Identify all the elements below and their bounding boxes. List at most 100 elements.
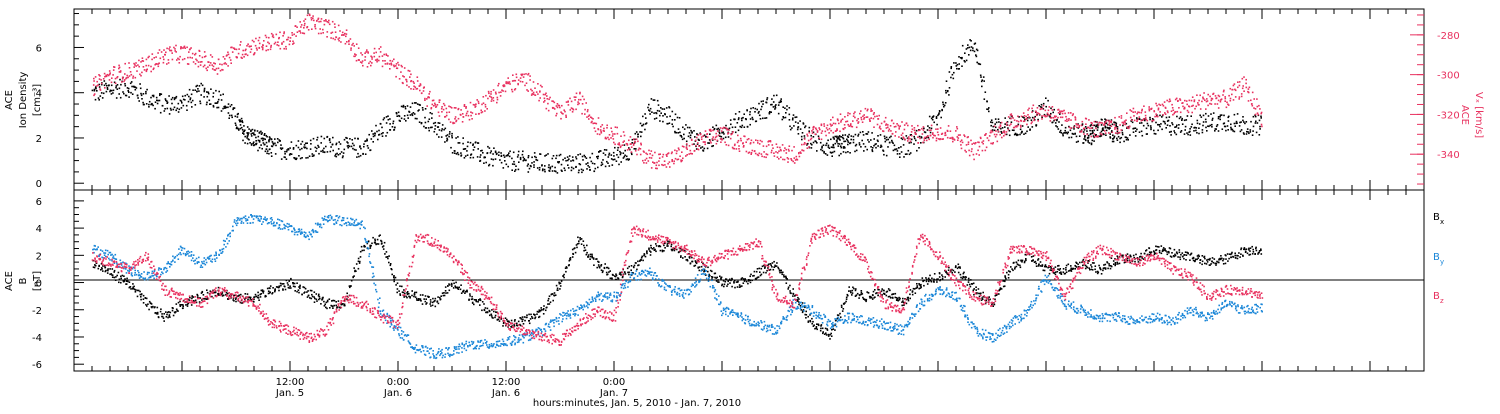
ion-density-point xyxy=(487,146,489,148)
vx-point xyxy=(529,75,531,77)
ion-density-point xyxy=(1041,104,1043,106)
ion-density-point xyxy=(1061,132,1063,134)
vx-point xyxy=(616,127,618,129)
vx-point xyxy=(395,76,397,78)
vx-point xyxy=(786,152,788,154)
ion-density-point xyxy=(641,131,643,133)
ion-density-point xyxy=(1114,136,1116,138)
vx-point xyxy=(485,104,487,106)
vx-point xyxy=(997,141,999,143)
vx-point xyxy=(728,132,730,134)
bx-point xyxy=(472,302,474,304)
vx-point xyxy=(964,150,966,152)
vx-point xyxy=(223,56,225,58)
ion-density-point xyxy=(1068,137,1070,139)
vx-point xyxy=(1031,111,1033,113)
vx-point xyxy=(332,21,334,23)
vx-point xyxy=(1023,112,1025,114)
top-ylabel-line-2: Ion Density xyxy=(18,72,29,129)
bx-point xyxy=(460,284,462,286)
bx-point xyxy=(388,255,390,257)
bx-point xyxy=(495,311,497,313)
vx-point xyxy=(996,134,998,136)
vx-point xyxy=(919,138,921,140)
ion-density-point xyxy=(556,155,558,157)
bx-point xyxy=(260,296,262,298)
bx-point xyxy=(411,295,413,297)
ion-density-point xyxy=(1004,117,1006,119)
ion-density-point xyxy=(597,156,599,158)
vx-point xyxy=(1155,113,1157,115)
bx-point xyxy=(358,258,360,260)
ion-density-point xyxy=(1058,121,1060,123)
bx-point xyxy=(189,299,191,301)
vx-point xyxy=(968,150,970,152)
bx-point xyxy=(218,293,220,295)
bx-point xyxy=(143,302,145,304)
vx-point xyxy=(791,160,793,162)
vx-point xyxy=(937,132,939,134)
vx-point xyxy=(117,76,119,78)
ion-density-point xyxy=(1082,142,1084,144)
ion-density-point xyxy=(225,106,227,108)
vx-point xyxy=(783,150,785,152)
ion-density-point xyxy=(237,116,239,118)
vx-point xyxy=(1048,114,1050,116)
ion-density-point xyxy=(626,156,628,158)
vx-point xyxy=(633,138,635,140)
ion-density-point xyxy=(1023,133,1025,135)
ion-density-point xyxy=(847,144,849,146)
vx-point xyxy=(99,75,101,77)
ion-density-point xyxy=(742,125,744,127)
bx-point xyxy=(440,295,442,297)
vx-point xyxy=(914,129,916,131)
ion-density-point xyxy=(1239,125,1241,127)
vx-point xyxy=(840,113,842,115)
ion-density-point xyxy=(113,90,115,92)
vx-point xyxy=(163,62,165,64)
vx-point xyxy=(803,150,805,152)
bx-point xyxy=(335,305,337,307)
ion-density-point xyxy=(584,156,586,158)
vx-point xyxy=(945,134,947,136)
bx-point xyxy=(557,288,559,290)
ion-density-point xyxy=(501,162,503,164)
vx-point xyxy=(922,133,924,135)
vx-point xyxy=(791,150,793,152)
ion-density-point xyxy=(1214,130,1216,132)
vx-point xyxy=(886,123,888,125)
bx-point xyxy=(397,288,399,290)
ion-density-point xyxy=(1227,129,1229,131)
ion-density-point xyxy=(990,125,992,127)
ion-density-point xyxy=(730,124,732,126)
vx-point xyxy=(195,63,197,65)
vx-point xyxy=(873,126,875,128)
vx-point xyxy=(429,91,431,93)
bx-point xyxy=(540,310,542,312)
ion-density-point xyxy=(985,91,987,93)
vx-point xyxy=(179,56,181,58)
ion-density-point xyxy=(666,107,668,109)
vx-point xyxy=(1182,102,1184,104)
vx-point xyxy=(750,153,752,155)
bx-point xyxy=(182,304,184,306)
vx-point xyxy=(1251,103,1253,105)
ion-density-point xyxy=(1118,136,1120,138)
ion-density-point xyxy=(1116,138,1118,140)
ion-density-point xyxy=(274,143,276,145)
bx-point xyxy=(560,285,562,287)
ion-density-point xyxy=(678,128,680,130)
ion-density-point xyxy=(691,132,693,134)
bx-point xyxy=(426,302,428,304)
vx-point xyxy=(938,134,940,136)
vx-point xyxy=(1045,116,1047,118)
vx-point xyxy=(507,77,509,79)
ion-density-point xyxy=(279,140,281,142)
bottom-ytick-label: 0 xyxy=(36,279,42,290)
ion-density-point xyxy=(94,89,96,91)
vx-point xyxy=(595,131,597,133)
vx-point xyxy=(807,147,809,149)
bx-point xyxy=(435,306,437,308)
vx-point xyxy=(837,120,839,122)
bx-point xyxy=(312,296,314,298)
